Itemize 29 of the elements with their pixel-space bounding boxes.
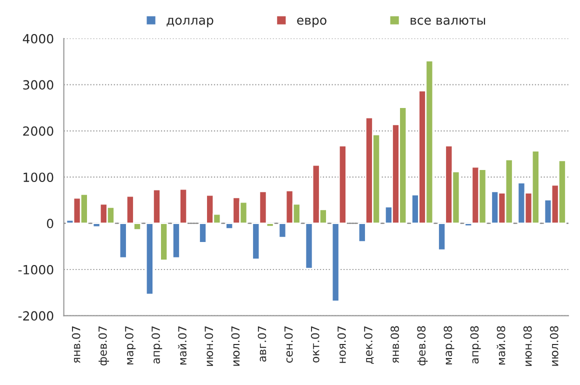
x-tick-label: янв.08 (390, 326, 399, 363)
y-tick-label: -2000 (18, 311, 54, 321)
x-tick-label: июл.08 (550, 326, 558, 366)
x-tick-label: мар.08 (444, 326, 454, 364)
x-tick-label: сен.07 (284, 326, 293, 363)
x-tick-label: июл.07 (231, 326, 240, 366)
x-tick-label: фев.07 (98, 326, 110, 366)
x-tick-label: май.07 (178, 326, 187, 364)
x-tick-label: июн.08 (523, 326, 532, 366)
legend-label: евро (297, 18, 326, 28)
y-tick-label: 2000 (23, 126, 54, 136)
x-tick-label: окт.07 (310, 326, 320, 362)
x-tick-label: ноя.07 (337, 326, 346, 363)
y-tick-label: 4000 (22, 34, 54, 44)
legend-label: все валюты (410, 18, 486, 25)
x-tick-label: дек.07 (364, 326, 374, 364)
legend-label: доллар (166, 18, 214, 28)
x-tick-label: фев.08 (417, 326, 428, 366)
x-tick-label: мар.07 (125, 326, 136, 364)
x-tick-label: янв.07 (72, 326, 80, 363)
x-tick-label: авг.07 (258, 326, 266, 362)
x-tick-label: апр.08 (470, 326, 481, 364)
x-tick-label: июн.07 (204, 326, 214, 366)
y-tick-label: 1000 (24, 172, 54, 182)
x-tick-label: май.08 (496, 326, 506, 364)
y-tick-label: -1000 (18, 264, 54, 274)
y-tick-label: 0 (46, 218, 54, 228)
y-tick-label: 3000 (23, 80, 54, 90)
x-tick-label: апр.07 (152, 326, 162, 364)
